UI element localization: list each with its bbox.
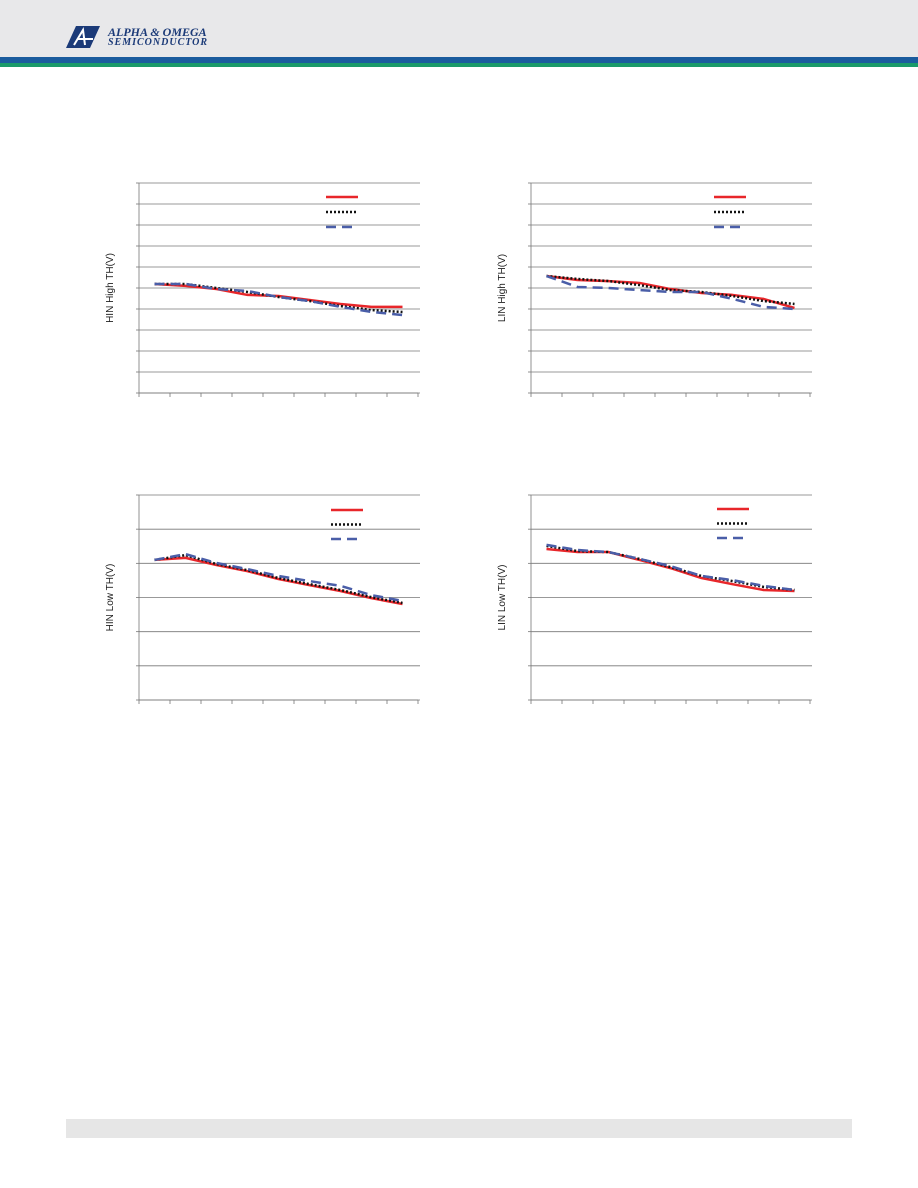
header-stripe <box>0 57 918 63</box>
series-line <box>154 556 403 606</box>
y-axis-label: LIN Low TH(V) <box>497 565 508 631</box>
series-line <box>546 274 795 306</box>
y-axis-label: HIN Low TH(V) <box>105 564 116 632</box>
header-stripe <box>0 63 918 67</box>
company: ALPHA & OMEGA <box>108 25 207 39</box>
series-line <box>546 274 795 311</box>
footer-band <box>66 1119 852 1138</box>
series-line <box>154 552 403 603</box>
series-line <box>546 274 795 310</box>
series-line <box>154 282 403 317</box>
company-subtitle: SEMICONDUCTOR <box>108 37 209 48</box>
y-axis-label: HIN High TH(V) <box>105 253 116 323</box>
series-line <box>154 282 403 309</box>
y-axis-label: LIN High TH(V) <box>497 254 508 322</box>
header-band: ALPHA & OMEGA SEMICONDUCTOR <box>0 0 918 57</box>
logo <box>66 26 100 48</box>
series-line <box>546 543 795 592</box>
